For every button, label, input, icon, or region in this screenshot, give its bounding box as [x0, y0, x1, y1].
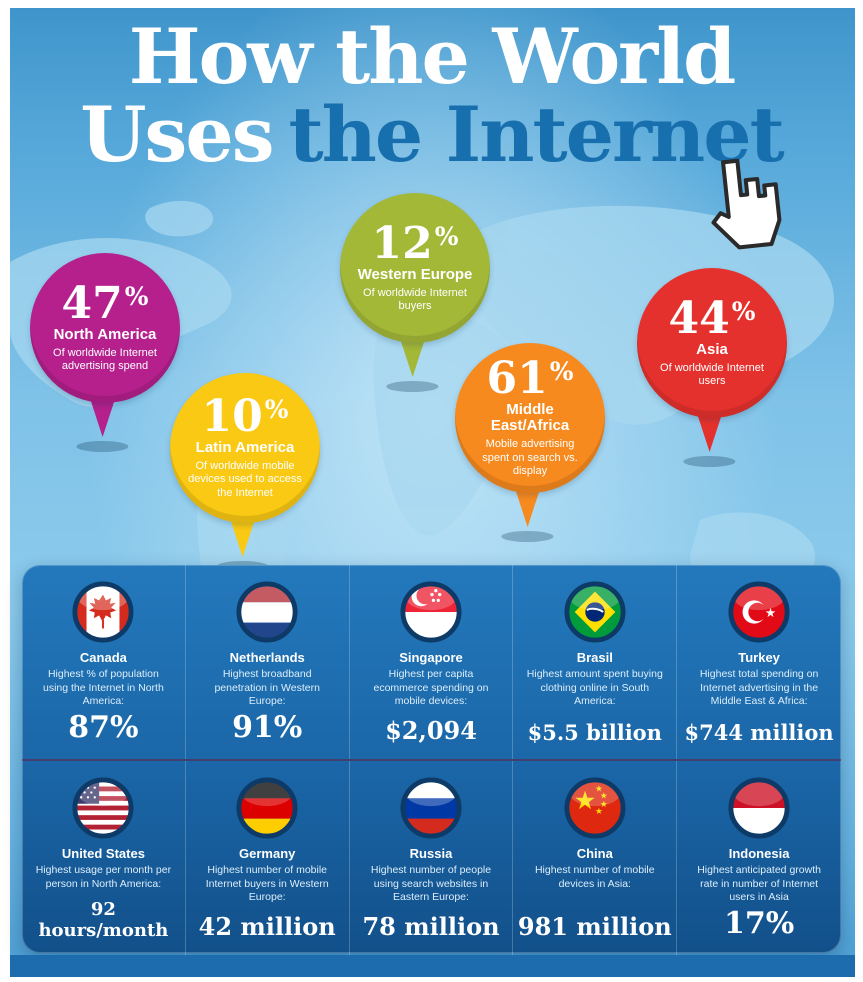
country-cell-turkey: ★ Turkey Highest total spending on Inter… — [677, 565, 841, 759]
country-cell-united-states: United States Highest usage per month pe… — [22, 761, 186, 955]
pin-percent: 12% — [371, 218, 459, 269]
country-stat-value: $2,094 — [385, 716, 477, 745]
country-stat-desc: Highest total spending on Internet adver… — [699, 668, 819, 708]
map-pin-middle-east-africa: 61% Middle East/Africa Mobile advertisin… — [455, 343, 605, 543]
brasil-flag-icon — [564, 581, 626, 643]
stats-row-2: United States Highest usage per month pe… — [22, 759, 841, 955]
country-cell-indonesia: Indonesia Highest anticipated growth rat… — [677, 761, 841, 955]
country-stat-value: 981 million — [517, 912, 672, 941]
pin-shadow — [386, 381, 439, 392]
pin-bubble: 12% Western Europe Of worldwide Internet… — [340, 193, 490, 343]
country-stat-value: $744 million — [684, 720, 834, 745]
title-line-2-white: Uses — [80, 89, 274, 179]
country-stat-desc: Highest % of population using the Intern… — [42, 668, 164, 708]
pin-shadow — [501, 531, 554, 542]
country-stat-desc: Highest number of mobile Internet buyers… — [205, 864, 329, 904]
pin-region-label: Latin America — [195, 439, 295, 457]
country-stat-value: $5.5 billion — [527, 720, 662, 745]
country-name: Singapore — [399, 650, 463, 665]
canada-flag-icon — [72, 581, 134, 643]
country-name: Russia — [409, 846, 453, 861]
country-stat-value: 78 million — [362, 912, 500, 941]
country-name: United States — [61, 846, 145, 861]
map-pin-north-america: 47% North America Of worldwide Internet … — [30, 253, 180, 453]
country-name: Turkey — [738, 650, 780, 665]
map-pin-western-europe: 12% Western Europe Of worldwide Internet… — [340, 193, 490, 393]
country-stat-desc: Highest per capita ecommerce spending on… — [373, 668, 489, 708]
china-flag-icon: ★ ★ ★ ★ ★ — [564, 777, 626, 839]
stats-row-1: Canada Highest % of population using the… — [22, 565, 841, 759]
country-stat-value: 87% — [68, 710, 139, 745]
country-stat-desc: Highest usage per month per person in No… — [35, 864, 172, 890]
title-line-1: How the World — [128, 12, 736, 101]
cursor-hand-icon — [711, 158, 782, 250]
page-title: How the World Uses the Internet — [0, 18, 863, 173]
country-cell-brasil: Brasil Highest amount spent buying cloth… — [513, 565, 678, 759]
country-cell-singapore: Singapore Highest per capita ecommerce s… — [350, 565, 514, 759]
germany-flag-icon — [236, 777, 298, 839]
country-name: Netherlands — [229, 650, 305, 665]
title-line-2-accent: the Internet — [288, 89, 785, 179]
country-stat-value: 17% — [723, 906, 795, 941]
country-name: China — [576, 846, 613, 861]
pin-percent: 61% — [486, 352, 574, 404]
svg-text:★: ★ — [573, 786, 596, 815]
russia-flag-icon — [400, 777, 462, 839]
pin-shadow — [683, 456, 736, 467]
svg-text:★: ★ — [595, 785, 603, 795]
pin-bubble: 47% North America Of worldwide Internet … — [30, 253, 180, 403]
united-states-flag-icon — [72, 777, 134, 839]
country-name: Indonesia — [728, 846, 790, 861]
country-cell-germany: Germany Highest number of mobile Interne… — [186, 761, 350, 955]
pin-description: Mobile advertising spent on search vs. d… — [482, 437, 578, 478]
map-pin-asia: 44% Asia Of worldwide Internet users — [637, 268, 787, 468]
country-stat-desc: Highest number of mobile devices in Asia… — [534, 864, 655, 890]
footer-band — [10, 955, 855, 977]
pin-percent: 44% — [668, 293, 756, 344]
pin-percent: 10% — [201, 391, 289, 443]
country-stat-desc: Highest anticipated growth rate in numbe… — [697, 864, 821, 904]
svg-text:★: ★ — [600, 791, 608, 801]
indonesia-flag-icon — [728, 777, 790, 839]
pin-percent: 47% — [61, 278, 149, 329]
pin-bubble: 10% Latin America Of worldwide mobile de… — [170, 373, 320, 523]
turkey-flag-icon: ★ — [728, 581, 790, 643]
country-name: Germany — [239, 846, 296, 861]
country-stat-desc: Highest number of people using search we… — [370, 864, 492, 904]
pin-bubble: 44% Asia Of worldwide Internet users — [637, 268, 787, 418]
netherlands-flag-icon — [236, 581, 298, 643]
svg-text:★: ★ — [765, 605, 776, 620]
country-cell-china: ★ ★ ★ ★ ★ China Highest number of mobile… — [513, 761, 678, 955]
country-stat-value: 91% — [232, 710, 303, 745]
country-cell-netherlands: Netherlands Highest broadband penetratio… — [186, 565, 350, 759]
svg-text:★: ★ — [595, 807, 603, 817]
pin-region-label: Western Europe — [357, 266, 473, 283]
country-stat-value: 42 million — [198, 912, 336, 941]
map-pin-latin-america: 10% Latin America Of worldwide mobile de… — [170, 373, 320, 573]
country-stat-desc: Highest broadband penetration in Western… — [214, 668, 320, 708]
pin-description: Of worldwide Internet advertising spend — [53, 346, 157, 373]
pin-description: Of worldwide mobile devices used to acce… — [188, 459, 302, 500]
country-stat-desc: Highest amount spent buying clothing onl… — [526, 668, 663, 708]
svg-text:★: ★ — [600, 800, 608, 810]
pin-region-label: Asia — [696, 341, 728, 358]
pin-region-label: North America — [53, 326, 157, 343]
country-cell-canada: Canada Highest % of population using the… — [22, 565, 186, 759]
country-name: Canada — [79, 650, 127, 665]
country-stats-panel: Canada Highest % of population using the… — [22, 565, 841, 955]
pin-region-label: Middle East/Africa — [490, 400, 570, 435]
country-cell-russia: Russia Highest number of people using se… — [350, 761, 514, 955]
country-name: Brasil — [576, 650, 613, 665]
pin-shadow — [76, 441, 129, 452]
country-stat-value: 92 hours/month — [38, 899, 169, 941]
pin-bubble: 61% Middle East/Africa Mobile advertisin… — [455, 343, 605, 493]
pin-description: Of worldwide Internet users — [660, 361, 764, 388]
singapore-flag-icon — [400, 581, 462, 643]
pin-description: Of worldwide Internet buyers — [363, 286, 467, 313]
